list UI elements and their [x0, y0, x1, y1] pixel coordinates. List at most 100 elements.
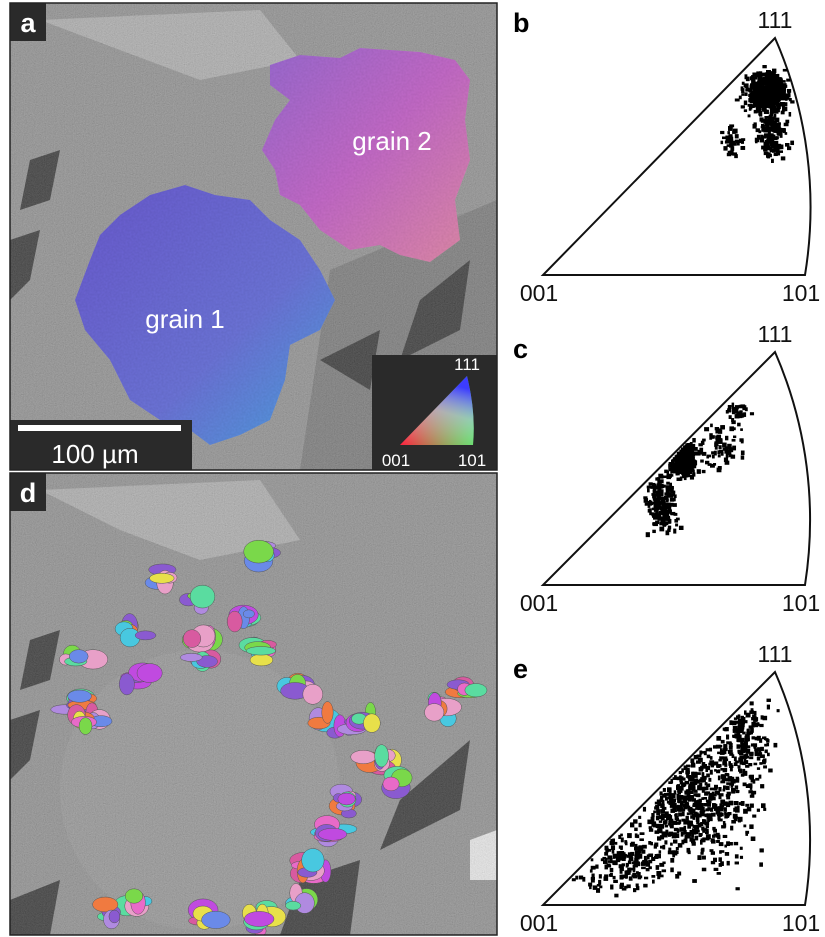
- orientation-point: [710, 849, 714, 852]
- orientation-point: [760, 848, 764, 852]
- orientation-point: [703, 797, 707, 800]
- orientation-point: [691, 763, 695, 768]
- orientation-point: [611, 839, 614, 843]
- orientation-point: [785, 143, 789, 147]
- orientation-point: [692, 879, 697, 883]
- orientation-point: [781, 156, 786, 160]
- orientation-point: [680, 457, 684, 460]
- orientation-point: [770, 122, 775, 126]
- orientation-point: [744, 710, 747, 714]
- grain: [302, 848, 324, 872]
- orientation-point: [742, 762, 746, 766]
- orientation-point: [757, 767, 760, 770]
- orientation-point: [778, 96, 781, 99]
- grain: [285, 901, 300, 910]
- orientation-point: [642, 861, 645, 865]
- orientation-point: [750, 104, 755, 108]
- orientation-point: [734, 757, 737, 762]
- orientation-point: [772, 91, 775, 94]
- orientation-point: [773, 101, 777, 105]
- orientation-point: [656, 809, 660, 813]
- orientation-point: [761, 124, 764, 128]
- panel-label: e: [513, 654, 528, 684]
- orientation-point: [749, 775, 754, 780]
- orientation-point: [750, 85, 754, 89]
- orientation-point: [741, 774, 745, 777]
- orientation-point: [730, 826, 733, 831]
- orientation-point: [655, 477, 660, 480]
- grain: [246, 647, 275, 656]
- orientation-point: [698, 787, 703, 790]
- orientation-point: [759, 112, 762, 117]
- orientation-point: [644, 498, 648, 503]
- orientation-point: [702, 439, 706, 442]
- corner-label: 101: [782, 910, 820, 936]
- orientation-point: [705, 768, 708, 772]
- orientation-point: [771, 73, 774, 76]
- orientation-point: [707, 816, 712, 819]
- orientation-point: [651, 822, 654, 826]
- orientation-point: [636, 884, 639, 887]
- grain: [250, 654, 273, 666]
- orientation-point: [786, 79, 790, 82]
- orientation-point: [670, 843, 673, 846]
- orientation-point: [787, 146, 791, 150]
- orientation-point: [785, 96, 788, 101]
- orientation-point: [667, 787, 672, 792]
- orientation-point: [653, 811, 656, 814]
- orientation-point: [744, 101, 747, 106]
- orientation-point: [710, 788, 715, 791]
- orientation-point: [635, 844, 638, 848]
- orientation-point: [769, 85, 772, 89]
- orientation-point: [725, 852, 729, 856]
- orientation-point: [744, 109, 747, 112]
- orientation-point: [747, 807, 751, 812]
- orientation-point: [668, 848, 671, 851]
- orientation-point: [657, 495, 660, 500]
- orientation-point: [572, 878, 576, 881]
- grain: [375, 745, 389, 767]
- corner-label: 101: [782, 280, 820, 306]
- orientation-point: [677, 805, 680, 809]
- orientation-point: [687, 812, 690, 815]
- orientation-point: [603, 860, 608, 864]
- orientation-point: [727, 776, 732, 781]
- orientation-point: [720, 748, 723, 752]
- orientation-point: [682, 812, 685, 817]
- orientation-point: [736, 778, 739, 783]
- orientation-point: [751, 717, 754, 720]
- orientation-point: [702, 452, 707, 456]
- orientation-point: [704, 751, 707, 755]
- orientation-point: [672, 808, 677, 813]
- orientation-point: [690, 798, 693, 801]
- grain: [338, 793, 356, 805]
- orientation-point: [734, 154, 738, 158]
- orientation-point: [738, 769, 742, 772]
- orientation-point: [760, 784, 764, 788]
- orientation-point: [756, 90, 759, 94]
- orientation-point: [628, 861, 631, 865]
- orientation-point: [707, 755, 711, 759]
- orientation-point: [773, 128, 778, 132]
- orientation-point: [757, 753, 761, 757]
- orientation-point: [719, 793, 723, 796]
- grain: [244, 911, 274, 926]
- orientation-point: [599, 874, 602, 878]
- orientation-point: [664, 516, 667, 521]
- orientation-point: [735, 854, 739, 858]
- orientation-point: [772, 80, 775, 84]
- orientation-point: [706, 774, 710, 778]
- orientation-point: [660, 489, 664, 493]
- orientation-point: [731, 820, 736, 824]
- orientation-point: [719, 850, 722, 853]
- orientation-point: [741, 138, 745, 141]
- orientation-point: [721, 825, 726, 828]
- orientation-point: [763, 147, 767, 152]
- orientation-point: [722, 137, 726, 140]
- orientation-point: [638, 854, 642, 859]
- orientation-point: [769, 115, 773, 118]
- orientation-point: [723, 146, 727, 151]
- orientation-point: [741, 451, 745, 456]
- orientation-point: [663, 788, 666, 792]
- orientation-point: [684, 839, 688, 844]
